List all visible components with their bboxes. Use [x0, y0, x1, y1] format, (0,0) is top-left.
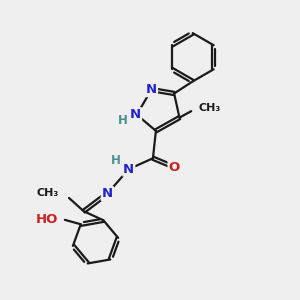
Text: CH₃: CH₃: [37, 188, 59, 198]
Text: O: O: [169, 160, 180, 174]
Text: H: H: [111, 154, 121, 167]
Text: N: N: [123, 163, 134, 176]
Text: N: N: [102, 187, 113, 200]
Text: H: H: [118, 114, 128, 127]
Text: CH₃: CH₃: [199, 103, 221, 113]
Text: N: N: [130, 108, 141, 121]
Text: N: N: [146, 83, 157, 96]
Text: HO: HO: [36, 213, 58, 226]
